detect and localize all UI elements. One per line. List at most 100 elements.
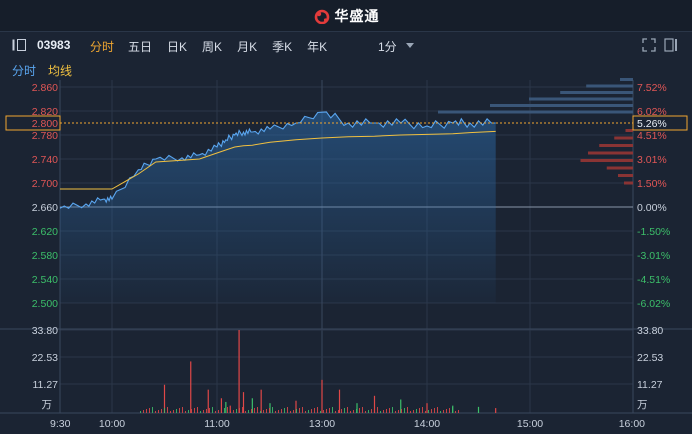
volume-bar: [152, 407, 153, 413]
volume-bar: [440, 411, 441, 413]
price-tick-label: 2.780: [32, 130, 58, 142]
volume-bar: [404, 408, 405, 413]
volume-bar: [437, 407, 438, 413]
time-tick-label: 14:00: [414, 418, 440, 430]
volume-bar: [347, 407, 348, 413]
price-tick-label: 2.860: [32, 82, 58, 94]
volume-tick-label: 11.27: [637, 379, 663, 391]
volume-bar: [146, 409, 147, 413]
volume-bar: [443, 410, 444, 413]
volume-bar: [299, 408, 300, 413]
bid-depth-bar: [599, 144, 633, 147]
price-tick-label: 2.820: [32, 106, 58, 118]
volume-bar: [296, 409, 297, 413]
tab-timeshare-indicator[interactable]: 分时: [12, 64, 37, 78]
volume-bar: [410, 411, 411, 413]
volume-bar: [368, 410, 369, 413]
volume-bar: [239, 408, 240, 413]
volume-bar: [449, 408, 450, 413]
volume-bar: [263, 410, 264, 413]
tab-daily[interactable]: 日K: [167, 40, 188, 54]
volume-bar: [200, 411, 201, 413]
volume-bar: [221, 409, 222, 413]
volume-bar: [170, 411, 171, 413]
bid-depth-bar: [618, 174, 633, 177]
volume-bars: [140, 330, 497, 413]
volume-bar: [353, 410, 354, 413]
volume-bar: [374, 408, 375, 413]
volume-bar: [225, 401, 227, 413]
time-tick-label: 9:30: [50, 418, 71, 430]
stock-symbol: 03983: [37, 38, 71, 52]
price-area: [60, 111, 496, 304]
volume-bar: [377, 407, 378, 413]
time-tick-label: 13:00: [309, 418, 335, 430]
pct-tick-label: 3.01%: [637, 154, 667, 166]
price-line: [59, 111, 496, 209]
tab-5day[interactable]: 五日: [128, 40, 153, 54]
tab-weekly[interactable]: 周K: [202, 40, 223, 54]
tab-avg-line[interactable]: 均线: [48, 64, 73, 78]
price-tick-label: 2.700: [32, 178, 58, 190]
volume-bar: [161, 409, 162, 413]
price-tick-label: 2.740: [32, 154, 58, 166]
panel-toggle-icon[interactable]: [664, 38, 678, 52]
current-price-box: [5, 115, 61, 131]
current-price-label: 2.800: [32, 118, 58, 130]
volume-bar: [224, 408, 225, 413]
volume-bar: [194, 408, 195, 413]
tab-yearly[interactable]: 年K: [307, 40, 328, 54]
volume-bar: [140, 411, 141, 413]
pct-tick-label: 4.51%: [637, 130, 667, 142]
bid-depth-bar: [606, 166, 633, 170]
volume-bar: [275, 411, 276, 413]
volume-bar: [422, 407, 423, 413]
volume-bar: [179, 408, 180, 413]
volume-bar: [477, 406, 480, 413]
pct-tick-label: -6.02%: [637, 298, 670, 310]
volume-bar: [197, 407, 198, 413]
ask-depth-bar: [586, 84, 633, 88]
ask-depth-bar: [490, 104, 633, 107]
volume-bar: [158, 410, 159, 413]
pct-tick-label: 7.52%: [637, 82, 667, 94]
volume-bar: [176, 409, 177, 413]
volume-bar: [362, 407, 363, 413]
volume-bar: [242, 407, 243, 413]
interval-select[interactable]: 1分: [378, 40, 397, 54]
volume-bar: [365, 411, 366, 413]
pct-tick-label: 6.02%: [637, 106, 667, 118]
volume-bar: [373, 395, 376, 413]
tab-timeshare[interactable]: 分时: [90, 40, 115, 54]
volume-bar: [269, 408, 270, 413]
tab-monthly[interactable]: 月K: [237, 40, 258, 54]
price-tick-label: 2.580: [32, 250, 58, 262]
volume-bar: [203, 410, 204, 413]
ask-depth-bar: [438, 110, 633, 114]
expand-icon[interactable]: [642, 38, 656, 52]
ask-depth-bar: [620, 78, 633, 81]
volume-bar: [188, 410, 189, 413]
volume-bar: [407, 407, 408, 413]
ask-depth-bar: [529, 97, 633, 101]
volume-bar: [305, 411, 306, 413]
bid-depth-bar: [624, 181, 633, 185]
tab-quarterly[interactable]: 季K: [272, 40, 293, 54]
chevron-down-icon[interactable]: [406, 43, 414, 48]
volume-bar: [251, 409, 252, 413]
volume-bar: [400, 399, 402, 413]
sidebar-toggle-icon[interactable]: [12, 39, 26, 51]
volume-bar: [229, 405, 231, 413]
pct-tick-label: -1.50%: [637, 226, 670, 238]
volume-bar: [284, 408, 285, 413]
volume-bar: [143, 410, 144, 413]
volume-bar: [155, 411, 156, 413]
volume-bar: [163, 384, 166, 413]
volume-bar: [257, 407, 258, 413]
volume-bar: [311, 409, 312, 413]
volume-bar: [233, 410, 234, 413]
volume-bar: [495, 408, 497, 413]
volume-bar: [380, 411, 381, 413]
